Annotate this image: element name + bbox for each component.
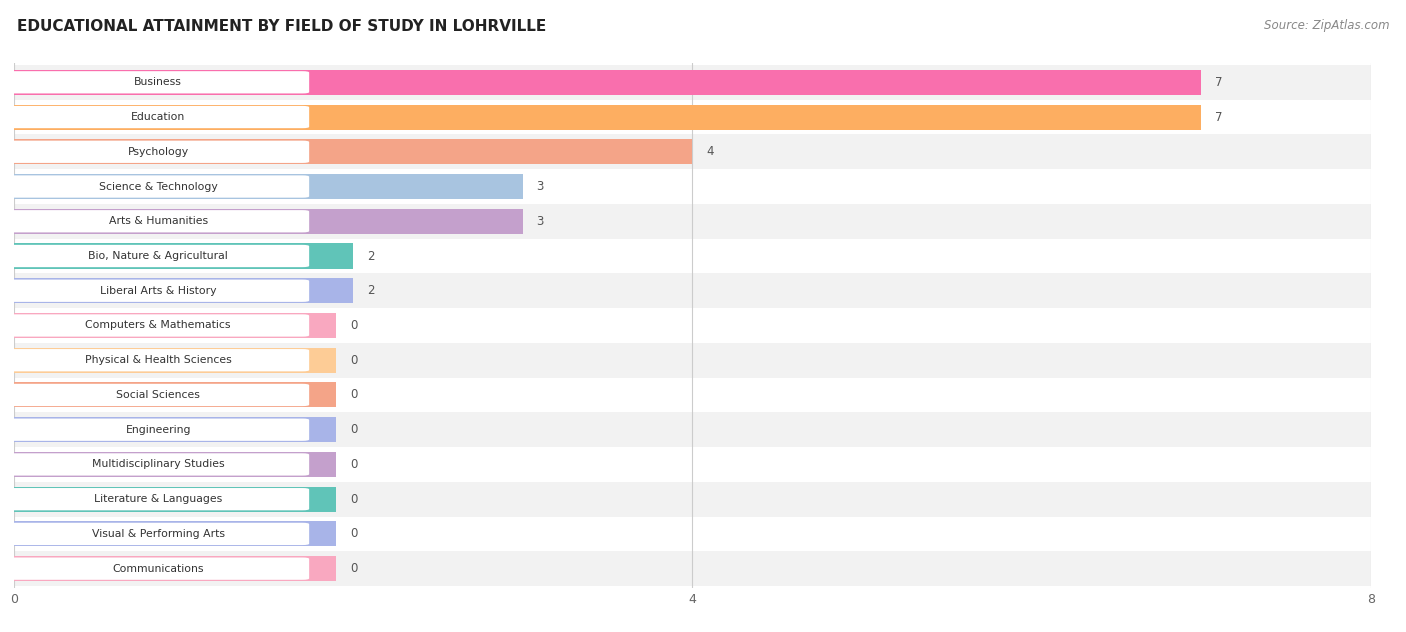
Bar: [14, 452, 336, 477]
Bar: [0, 239, 1406, 274]
Bar: [14, 174, 523, 199]
Text: 2: 2: [367, 284, 374, 297]
Text: Liberal Arts & History: Liberal Arts & History: [100, 286, 217, 296]
Bar: [0, 274, 1406, 308]
Bar: [14, 243, 353, 269]
Bar: [14, 104, 1201, 130]
FancyBboxPatch shape: [7, 175, 309, 198]
Text: Psychology: Psychology: [128, 147, 188, 157]
Text: 4: 4: [706, 145, 713, 158]
Bar: [0, 65, 1406, 100]
Text: Arts & Humanities: Arts & Humanities: [108, 216, 208, 226]
Bar: [14, 382, 336, 408]
FancyBboxPatch shape: [7, 106, 309, 128]
Bar: [0, 135, 1406, 169]
Text: Computers & Mathematics: Computers & Mathematics: [86, 320, 231, 331]
Text: Visual & Performing Arts: Visual & Performing Arts: [91, 529, 225, 539]
Text: Communications: Communications: [112, 564, 204, 574]
Text: Source: ZipAtlas.com: Source: ZipAtlas.com: [1264, 19, 1389, 32]
Bar: [14, 417, 336, 442]
Text: Engineering: Engineering: [125, 425, 191, 435]
FancyBboxPatch shape: [7, 488, 309, 510]
Bar: [14, 209, 523, 234]
FancyBboxPatch shape: [7, 71, 309, 94]
Text: Science & Technology: Science & Technology: [98, 181, 218, 191]
FancyBboxPatch shape: [7, 557, 309, 580]
FancyBboxPatch shape: [7, 210, 309, 233]
Text: 3: 3: [537, 180, 544, 193]
FancyBboxPatch shape: [7, 314, 309, 337]
Text: 3: 3: [537, 215, 544, 228]
Text: 7: 7: [1215, 76, 1222, 89]
Text: Multidisciplinary Studies: Multidisciplinary Studies: [91, 459, 225, 470]
Bar: [0, 308, 1406, 343]
Text: Social Sciences: Social Sciences: [117, 390, 200, 400]
Bar: [14, 521, 336, 547]
Bar: [0, 447, 1406, 482]
FancyBboxPatch shape: [7, 349, 309, 372]
Bar: [14, 70, 1201, 95]
Text: Education: Education: [131, 112, 186, 122]
FancyBboxPatch shape: [7, 279, 309, 302]
FancyBboxPatch shape: [7, 418, 309, 441]
Bar: [14, 348, 336, 373]
Text: Bio, Nature & Agricultural: Bio, Nature & Agricultural: [89, 251, 228, 261]
FancyBboxPatch shape: [7, 523, 309, 545]
Text: 0: 0: [350, 354, 357, 367]
Bar: [14, 313, 336, 338]
Text: Literature & Languages: Literature & Languages: [94, 494, 222, 504]
Text: 0: 0: [350, 319, 357, 332]
FancyBboxPatch shape: [7, 141, 309, 163]
Text: 0: 0: [350, 562, 357, 575]
Text: 7: 7: [1215, 111, 1222, 123]
Text: 0: 0: [350, 389, 357, 401]
Bar: [0, 482, 1406, 516]
Text: 0: 0: [350, 423, 357, 436]
Bar: [0, 377, 1406, 412]
Bar: [0, 100, 1406, 135]
Text: Physical & Health Sciences: Physical & Health Sciences: [84, 355, 232, 365]
Text: 0: 0: [350, 458, 357, 471]
Text: 2: 2: [367, 250, 374, 262]
Bar: [14, 487, 336, 512]
Bar: [0, 412, 1406, 447]
Bar: [0, 343, 1406, 377]
FancyBboxPatch shape: [7, 453, 309, 476]
Bar: [0, 551, 1406, 586]
Bar: [0, 204, 1406, 239]
Bar: [14, 139, 692, 164]
Bar: [14, 556, 336, 581]
Bar: [14, 278, 353, 303]
Text: 0: 0: [350, 528, 357, 540]
Text: Business: Business: [135, 77, 183, 87]
FancyBboxPatch shape: [7, 245, 309, 267]
Bar: [0, 516, 1406, 551]
Text: EDUCATIONAL ATTAINMENT BY FIELD OF STUDY IN LOHRVILLE: EDUCATIONAL ATTAINMENT BY FIELD OF STUDY…: [17, 19, 546, 34]
Text: 0: 0: [350, 493, 357, 506]
Bar: [0, 169, 1406, 204]
FancyBboxPatch shape: [7, 384, 309, 406]
